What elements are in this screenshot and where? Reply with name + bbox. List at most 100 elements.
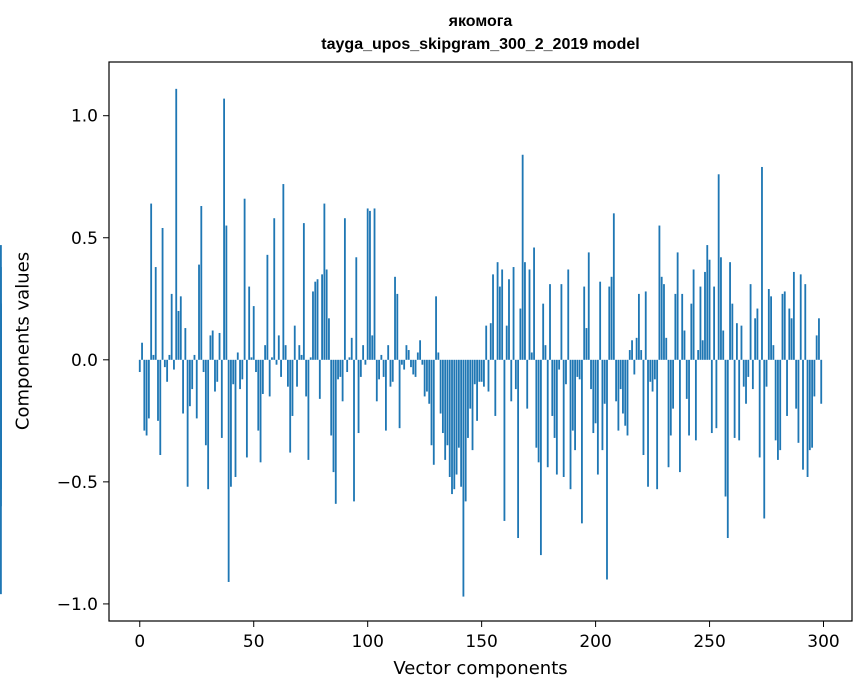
bar	[783, 291, 786, 360]
bar	[371, 335, 374, 360]
bar	[644, 291, 647, 360]
bar	[487, 359, 490, 392]
bar	[275, 359, 278, 365]
bar	[606, 359, 608, 580]
bar	[690, 303, 693, 360]
bar	[277, 335, 280, 360]
bar	[407, 350, 410, 360]
bar	[483, 359, 485, 387]
bar	[282, 184, 285, 360]
bar	[448, 359, 451, 477]
bar	[195, 359, 198, 419]
bar	[394, 276, 396, 360]
x-tick-label: 50	[243, 632, 265, 652]
bar	[656, 359, 659, 490]
bar	[273, 218, 276, 360]
bar	[152, 354, 155, 360]
bar	[740, 325, 743, 360]
bar	[480, 359, 483, 382]
bar	[332, 359, 335, 473]
bar	[642, 359, 645, 456]
bar	[403, 359, 406, 370]
bar	[478, 359, 481, 382]
bar	[323, 203, 326, 360]
bar	[770, 296, 772, 360]
bar	[423, 359, 426, 397]
bar	[268, 359, 271, 397]
bar	[608, 286, 611, 360]
bar	[216, 359, 219, 382]
y-axis-label: Components values	[12, 251, 34, 431]
x-tick-label: 0	[134, 632, 145, 652]
bar	[143, 359, 146, 431]
bar	[510, 359, 513, 402]
bar	[200, 206, 203, 360]
bar	[312, 291, 314, 360]
bar	[141, 342, 143, 360]
bar	[353, 359, 355, 502]
bar	[444, 359, 447, 460]
y-tick-label: 0.5	[71, 229, 98, 249]
bar	[549, 284, 551, 360]
bar	[173, 359, 175, 370]
bar	[280, 359, 282, 377]
bar	[220, 359, 223, 438]
y-tick-label: 0.0	[71, 351, 98, 371]
bar	[284, 345, 287, 360]
bar	[704, 271, 706, 360]
bar	[799, 274, 802, 360]
bar	[562, 359, 565, 477]
bar	[767, 289, 770, 360]
bar	[756, 308, 759, 360]
bar	[628, 350, 631, 360]
bar	[223, 98, 225, 360]
bar	[170, 293, 173, 360]
bar	[603, 359, 606, 404]
bar	[777, 359, 779, 460]
bar	[592, 359, 595, 434]
bar	[207, 359, 210, 490]
bar	[357, 359, 360, 434]
bar	[820, 359, 823, 404]
y-axis: −1.0 −0.5 0.0 0.5 1.0	[57, 107, 109, 615]
bar	[202, 359, 205, 373]
bar	[558, 359, 561, 370]
bar	[314, 281, 317, 360]
bar	[261, 359, 264, 394]
bar	[373, 208, 376, 360]
bar	[375, 359, 378, 402]
bar	[300, 354, 303, 360]
bar	[788, 308, 791, 360]
bar	[708, 259, 711, 360]
bar	[521, 154, 524, 360]
bar	[369, 210, 371, 360]
bar	[808, 359, 811, 451]
bar	[576, 359, 579, 377]
bar	[214, 359, 216, 392]
bar	[362, 345, 365, 360]
bar	[250, 357, 253, 360]
bar	[669, 359, 672, 436]
bar	[560, 284, 563, 360]
chart-subtitle: tayga_upos_skipgram_300_2_2019 model	[321, 36, 640, 53]
chart-title: якомога	[448, 13, 513, 30]
bar	[526, 359, 529, 409]
plot-frame	[108, 61, 853, 622]
bar	[464, 359, 467, 502]
bar	[341, 359, 344, 402]
bar	[437, 352, 440, 360]
bar	[182, 359, 184, 414]
bar	[758, 359, 761, 458]
bar	[544, 345, 547, 360]
bar	[610, 276, 613, 360]
bar	[715, 359, 718, 429]
bar	[697, 350, 700, 360]
bar	[489, 323, 492, 360]
bar	[683, 330, 686, 360]
bar	[647, 359, 649, 487]
bar	[635, 337, 638, 360]
bar	[574, 359, 576, 451]
bar	[193, 354, 196, 360]
